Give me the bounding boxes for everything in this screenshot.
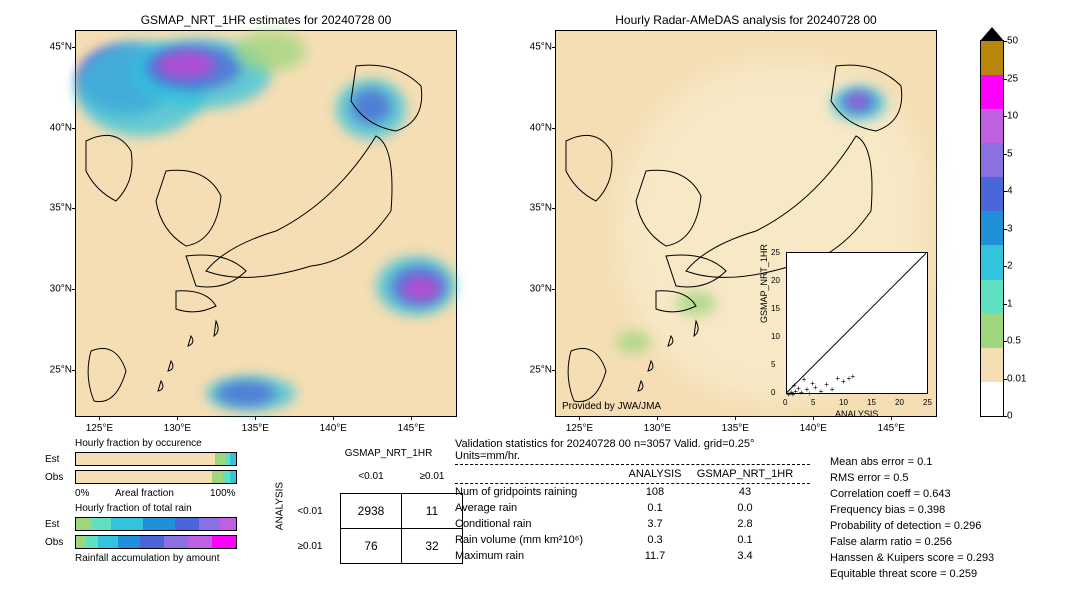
stats-metric: Equitable threat score = 0.259 [830, 566, 994, 582]
scatter-point: + [789, 388, 793, 392]
occurrence-title: Hourly fraction by occurence [75, 438, 202, 449]
y-tick: 25°N [518, 364, 552, 375]
x-tick: 140°E [320, 423, 347, 434]
coastline-left [76, 31, 456, 416]
totalrain-title: Hourly fraction of total rain [75, 503, 192, 514]
stats-metric: RMS error = 0.5 [830, 470, 994, 486]
colorbar-seg [981, 75, 1003, 109]
stats-row: Rain volume (mm km²10⁶)0.30.1 [455, 532, 810, 548]
colorbar-tick: 1 [1007, 298, 1013, 309]
colorbar-seg [981, 143, 1003, 177]
scatter-point: + [792, 381, 796, 385]
y-tick: 25°N [38, 364, 72, 375]
matrix-cell: 2938 [341, 494, 402, 529]
x-tick: 125°E [86, 423, 113, 434]
matrix-cell: 76 [341, 529, 402, 564]
radar-title: Hourly Radar-AMeDAS analysis for 2024072… [615, 13, 876, 27]
colorbar-seg [981, 314, 1003, 348]
stats-metric: Frequency bias = 0.398 [830, 502, 994, 518]
totalrain-obs-bar: Obs [45, 535, 240, 549]
colorbar-seg [981, 41, 1003, 75]
scatter-point: + [841, 377, 845, 381]
colorbar-tick: 0 [1007, 411, 1013, 422]
x-tick: 145°E [878, 423, 905, 434]
stats-metric: Correlation coeff = 0.643 [830, 486, 994, 502]
stats-metric: False alarm ratio = 0.256 [830, 534, 994, 550]
stats-block: Validation statistics for 20240728 00 n=… [455, 438, 810, 564]
scatter-point: + [799, 388, 803, 392]
y-tick: 30°N [38, 284, 72, 295]
colorbar-seg [981, 348, 1003, 382]
contingency-matrix: ANALYSIS GSMAP_NRT_1HR <0.01 ≥0.01 <0.01… [280, 448, 463, 564]
scatter-inset: 00551010151520202525++++++++++++++++++++… [786, 252, 928, 394]
totalrain-est-bar: Est [45, 517, 240, 531]
gsmap-title: GSMAP_NRT_1HR estimates for 20240728 00 [141, 13, 392, 27]
radar-provided: Provided by JWA/JMA [562, 401, 661, 412]
colorbar-tick: 2 [1007, 261, 1013, 272]
colorbar-seg [981, 177, 1003, 211]
stats-metric: Probability of detection = 0.296 [830, 518, 994, 534]
totalrain-caption: Rainfall accumulation by amount [75, 553, 220, 564]
x-tick: 130°E [164, 423, 191, 434]
colorbar-seg [981, 382, 1003, 416]
colorbar: 502510543210.50.010 [980, 40, 1004, 417]
colorbar-tick: 50 [1007, 36, 1018, 47]
scatter-point: + [830, 385, 834, 389]
stats-metrics: Mean abs error = 0.1RMS error = 0.5Corre… [830, 454, 994, 582]
stats-row: Num of gridpoints raining10843 [455, 484, 810, 500]
colorbar-tick: 3 [1007, 223, 1013, 234]
colorbar-tick: 5 [1007, 148, 1013, 159]
matrix-cell: 32 [402, 529, 463, 564]
y-tick: 35°N [518, 203, 552, 214]
x-tick: 130°E [644, 423, 671, 434]
occurrence-xmid: Areal fraction [115, 488, 174, 499]
colorbar-tick: 0.01 [1007, 373, 1026, 384]
x-tick: 125°E [566, 423, 593, 434]
matrix-ylabel: ANALYSIS [275, 482, 286, 530]
stats-row: Average rain0.10.0 [455, 500, 810, 516]
x-tick: 140°E [800, 423, 827, 434]
scatter-point: + [810, 379, 814, 383]
colorbar-seg [981, 280, 1003, 314]
scatter-point: + [819, 387, 823, 391]
colorbar-tick: 0.5 [1007, 336, 1021, 347]
x-tick: 145°E [398, 423, 425, 434]
scatter-point: + [802, 375, 806, 379]
x-tick: 135°E [242, 423, 269, 434]
occurrence-obs-bar: Obs [45, 470, 240, 484]
y-tick: 45°N [518, 42, 552, 53]
radar-map: Hourly Radar-AMeDAS analysis for 2024072… [555, 30, 937, 417]
stats-metric: Mean abs error = 0.1 [830, 454, 994, 470]
y-tick: 30°N [518, 284, 552, 295]
gsmap-map: GSMAP_NRT_1HR estimates for 20240728 00 … [75, 30, 457, 417]
stats-header: Validation statistics for 20240728 00 n=… [455, 438, 810, 464]
scatter-point: + [824, 380, 828, 384]
colorbar-arrow-icon [980, 27, 1004, 41]
stats-row: Conditional rain3.72.8 [455, 516, 810, 532]
colorbar-tick: 25 [1007, 73, 1018, 84]
y-tick: 40°N [38, 122, 72, 133]
colorbar-tick: 4 [1007, 186, 1013, 197]
scatter-point: + [851, 372, 855, 376]
stats-row: Maximum rain11.73.4 [455, 548, 810, 564]
stats-metric: Hanssen & Kuipers score = 0.293 [830, 550, 994, 566]
matrix-cell: 11 [402, 494, 463, 529]
occurrence-est-bar: Est [45, 452, 240, 466]
y-tick: 45°N [38, 42, 72, 53]
colorbar-tick: 10 [1007, 111, 1018, 122]
colorbar-seg [981, 109, 1003, 143]
y-tick: 35°N [38, 203, 72, 214]
scatter-point: + [807, 389, 811, 393]
y-tick: 40°N [518, 122, 552, 133]
scatter-point: + [835, 374, 839, 378]
colorbar-seg [981, 211, 1003, 245]
colorbar-seg [981, 245, 1003, 279]
occurrence-x100: 100% [210, 488, 236, 499]
x-tick: 135°E [722, 423, 749, 434]
occurrence-x0: 0% [75, 488, 89, 499]
